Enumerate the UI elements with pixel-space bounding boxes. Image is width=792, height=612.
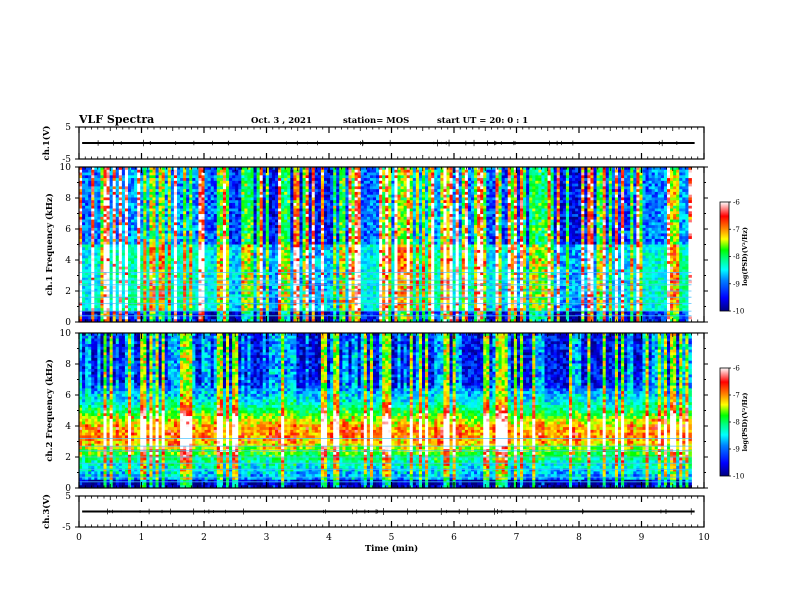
time-tick-label: 0 <box>76 533 82 543</box>
time-tick-label: 3 <box>264 533 270 543</box>
frequency-tick-label: 8 <box>65 194 71 204</box>
frequency-tick-label: 0 <box>65 318 71 328</box>
y-tick-label: -5 <box>62 523 71 533</box>
colorbar-tick-label: -6 <box>733 199 740 207</box>
time-tick-label: 9 <box>639 533 645 543</box>
frequency-tick-label: 4 <box>65 256 71 266</box>
colorbar-tick-label: -10 <box>733 473 744 481</box>
ch1-spectrogram-panel: 0 2 4 6 8 10 ch.1 Frequency (kHz) <box>44 163 708 328</box>
time-tick-label: 8 <box>576 533 582 543</box>
time-axis-label: Time (min) <box>365 543 418 554</box>
colorbar-gradient <box>720 202 729 311</box>
frequency-tick-label: 6 <box>65 391 71 401</box>
frequency-tick-label: 4 <box>65 422 71 432</box>
colorbar-gradient <box>720 368 729 476</box>
time-tick-label: 2 <box>201 533 207 543</box>
frequency-tick-label: 10 <box>60 163 72 173</box>
time-axis: 0 1 2 3 4 5 6 7 8 9 10 Time (min) <box>76 533 710 554</box>
frequency-axis-label: ch.2 Frequency (kHz) <box>44 359 55 462</box>
frequency-tick-label: 8 <box>65 360 71 370</box>
y-tick-label: 5 <box>65 492 71 502</box>
frequency-tick-label: 10 <box>60 329 72 339</box>
header-station: station= MOS <box>343 116 409 126</box>
colorbar-tick-label: -6 <box>733 365 740 373</box>
colorbar-tick-label: -7 <box>733 392 740 400</box>
colorbar-tick-label: -10 <box>733 308 744 316</box>
waveform-ylabel: ch.3(V) <box>41 494 52 529</box>
y-tick-label: 5 <box>65 123 71 133</box>
colorbar-tick-label: -9 <box>733 446 740 454</box>
ch3-waveform-panel: 5 -5 ch.3(V) <box>41 492 704 533</box>
time-tick-label: 10 <box>698 533 710 543</box>
time-tick-label: 1 <box>139 533 145 543</box>
ch1-colorbar: -6 -7 -8 -9 -10 log(PSD)(V²/Hz) <box>720 199 749 316</box>
time-tick-label: 7 <box>514 533 520 543</box>
colorbar-tick-label: -8 <box>733 253 740 261</box>
header-date: Oct. 3 , 2021 <box>251 116 312 126</box>
frequency-tick-label: 6 <box>65 225 71 235</box>
colorbar-tick-label: -8 <box>733 419 740 427</box>
frequency-tick-label: 2 <box>65 287 71 297</box>
colorbar-tick-label: -7 <box>733 226 740 234</box>
header-start-time: start UT = 20: 0 : 1 <box>437 116 528 126</box>
time-tick-label: 6 <box>451 533 457 543</box>
ch1-waveform-panel: 5-5ch.1(V) <box>41 123 704 165</box>
colorbar-tick-label: -9 <box>733 280 740 288</box>
ch2-colorbar: -6 -7 -8 -9 -10 log(PSD)(V²/Hz) <box>720 365 749 481</box>
colorbar-label: log(PSD)(V²/Hz) <box>741 393 749 452</box>
time-tick-label: 5 <box>389 533 395 543</box>
frequency-axis-label: ch.1 Frequency (kHz) <box>44 193 55 296</box>
chart-title: VLF Spectra <box>78 113 154 126</box>
frequency-tick-label: 2 <box>65 453 71 463</box>
waveform-ylabel: ch.1(V) <box>41 126 52 161</box>
colorbar-label: log(PSD)(V²/Hz) <box>741 227 749 286</box>
time-tick-label: 4 <box>326 533 332 543</box>
